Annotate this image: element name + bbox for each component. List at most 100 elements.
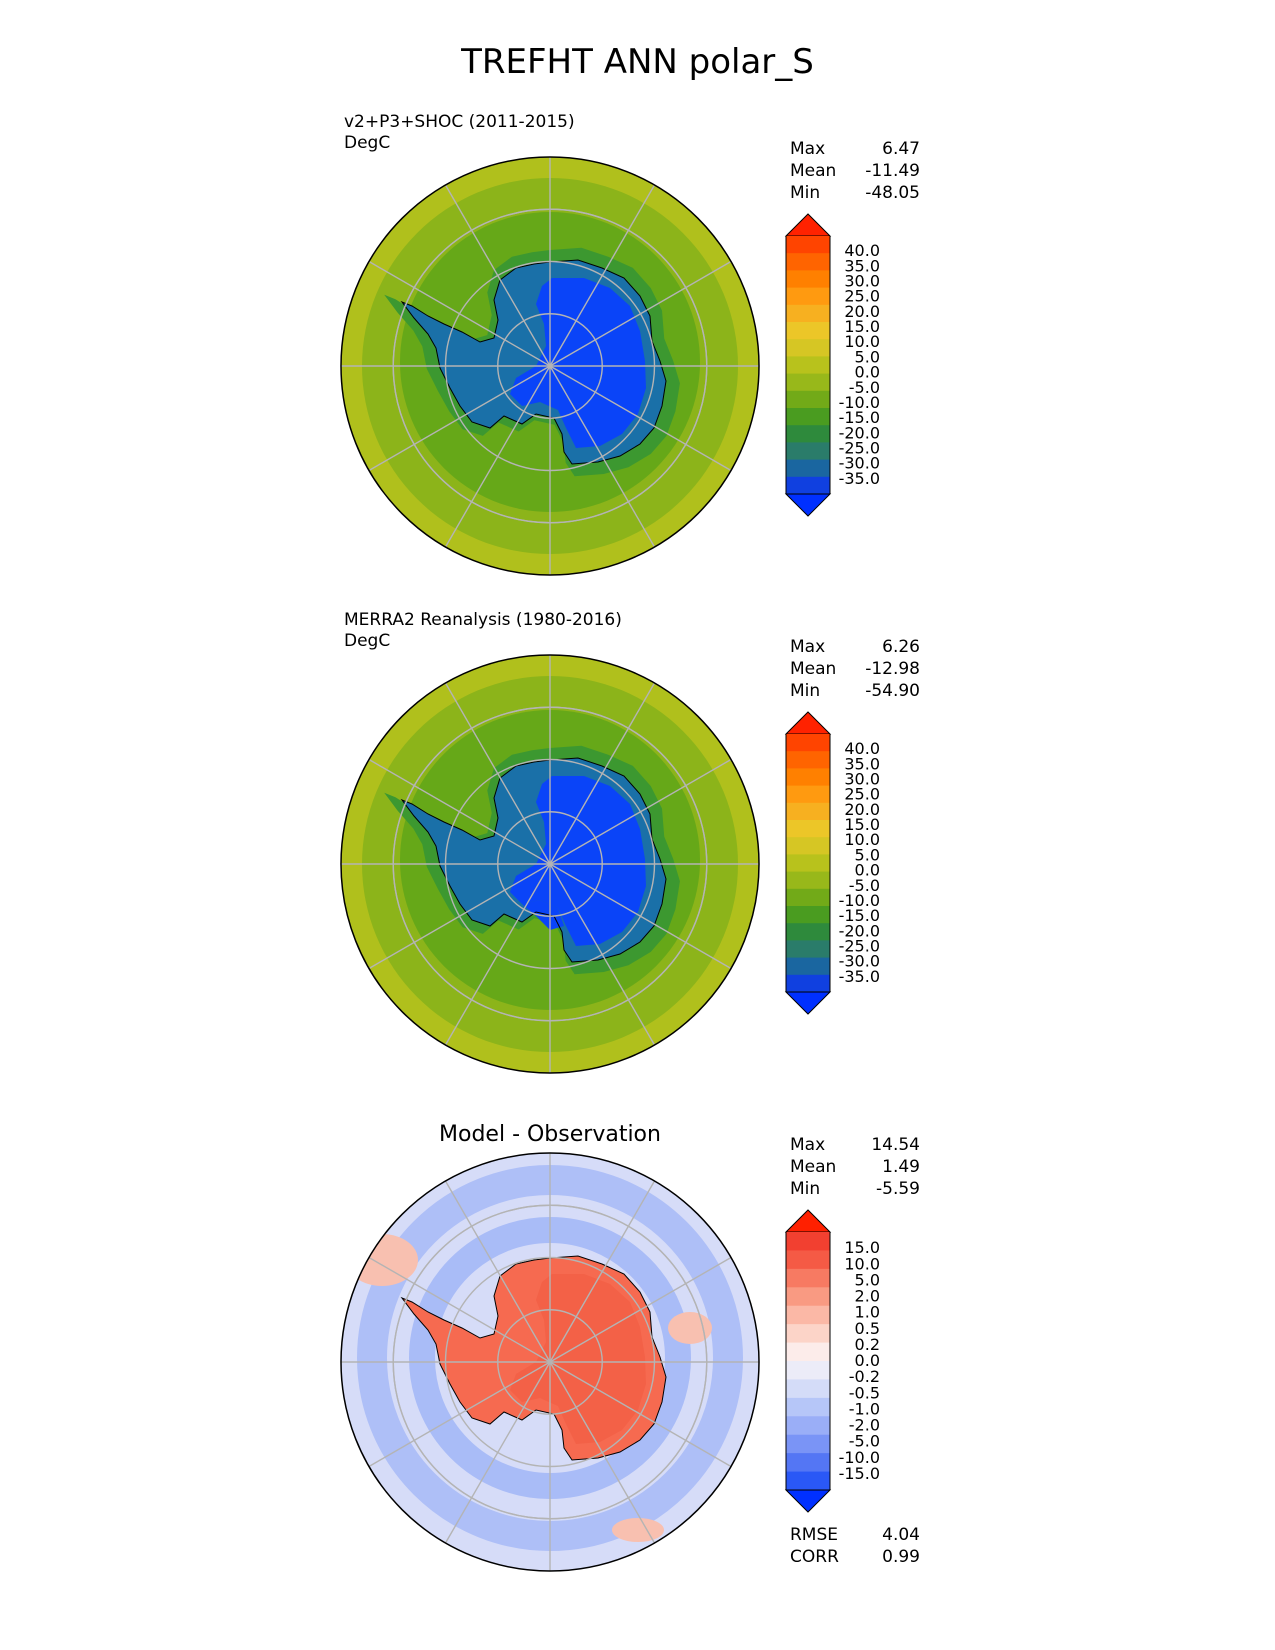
meridian-line	[368, 863, 551, 970]
colorbar-tick-label: 2.0	[855, 1287, 880, 1306]
colorbar-tick-label: -15.0	[839, 408, 880, 427]
colorbar-tick-label: 20.0	[844, 800, 880, 819]
test-panel-title: v2+P3+SHOC (2011-2015) DegC	[344, 112, 575, 154]
colorbar-tick-label: 10.0	[844, 1254, 880, 1273]
colorbar-tick-label: -10.0	[839, 891, 880, 910]
colorbar-tick-label: 10.0	[844, 332, 880, 351]
meridian-line	[444, 682, 551, 865]
colorbar-bin	[786, 1305, 830, 1325]
colorbar-bin	[786, 957, 830, 976]
graticule	[341, 655, 759, 1073]
diff-polar-map	[340, 1152, 760, 1572]
colorbar-tick-label: 0.5	[855, 1319, 880, 1338]
meridian-line	[368, 1361, 551, 1468]
test-polar-map	[340, 156, 760, 576]
ref-units: DegC	[344, 631, 391, 651]
ref-name-line: MERRA2 Reanalysis (1980-2016)	[344, 610, 622, 630]
stat-max: Max 14.54	[790, 1135, 920, 1155]
colorbar-tick-label: 1.0	[855, 1303, 880, 1322]
colorbar-bin	[786, 1232, 830, 1252]
colorbar-tick-label: -5.0	[849, 876, 880, 895]
colorbar-bin	[786, 974, 830, 993]
colorbar-tick-label: 35.0	[844, 256, 880, 275]
colorbar-tick-label: -10.0	[839, 393, 880, 412]
colorbar-extend-min	[784, 1489, 832, 1513]
colorbar-tick-label: 10.0	[844, 830, 880, 849]
stat-min: Min -48.05	[790, 183, 920, 203]
colorbar-bin	[786, 1361, 830, 1381]
meridian-line	[444, 1180, 551, 1363]
ref-polar-map	[340, 654, 760, 1074]
stat-max: Max 6.47	[790, 139, 920, 159]
colorbar-bin	[786, 339, 830, 357]
test-units: DegC	[344, 133, 391, 153]
colorbar-bin	[786, 373, 830, 392]
test-name-line: v2+P3+SHOC (2011-2015)	[344, 112, 575, 132]
colorbar-tick-label: -10.0	[839, 1448, 880, 1467]
colorbar-bin	[786, 322, 830, 340]
colorbar-tick-label: -5.0	[849, 378, 880, 397]
meridian-line	[368, 260, 551, 367]
map-boundary	[340, 156, 760, 576]
diff-colorbar: 15.010.05.02.01.00.50.20.0-0.2-0.5-1.0-2…	[784, 1209, 880, 1513]
colorbar-tick-label: 40.0	[844, 241, 880, 260]
ref-colorbar: 40.035.030.025.020.015.010.05.00.0-5.0-1…	[784, 711, 880, 1015]
colorbar-extend-max	[784, 213, 832, 237]
colorbar-tick-label: -35.0	[839, 967, 880, 986]
colorbar-bin	[786, 1250, 830, 1270]
colorbar-bin	[786, 1434, 830, 1454]
colorbar-bin	[786, 802, 830, 821]
colorbar-extend-max	[784, 1209, 832, 1233]
colorbar-tick-label: -15.0	[839, 1464, 880, 1483]
stat-mean: Mean -11.49	[790, 161, 920, 181]
colorbar-bin	[786, 888, 830, 907]
colorbar-tick-label: -5.0	[849, 1432, 880, 1451]
coastline	[400, 757, 667, 963]
colorbar-bin	[786, 1342, 830, 1362]
diff-stats: Max 14.54 Mean 1.49 Min -5.59	[790, 1134, 920, 1200]
colorbar-bin	[786, 442, 830, 461]
colorbar-tick-label: 20.0	[844, 302, 880, 321]
ref-panel-title: MERRA2 Reanalysis (1980-2016) DegC	[344, 610, 622, 652]
colorbar-tick-label: -35.0	[839, 469, 880, 488]
colorbar-bin	[786, 425, 830, 443]
colorbar-bin	[786, 820, 830, 838]
colorbar-tick-label: 30.0	[844, 272, 880, 291]
colorbar-tick-label: 0.0	[855, 861, 880, 880]
colorbar-tick-label: 0.0	[855, 363, 880, 382]
colorbar-bin	[786, 356, 830, 375]
test-stats: Max 6.47 Mean -11.49 Min -48.05	[790, 138, 920, 204]
colorbar-tick-label: 15.0	[844, 317, 880, 336]
map-boundary	[340, 1152, 760, 1572]
stat-max: Max 6.26	[790, 637, 920, 657]
colorbar-bin	[786, 871, 830, 890]
colorbar-bin	[786, 1268, 830, 1288]
colorbar-bin	[786, 837, 830, 855]
colorbar-extend-min	[784, 493, 832, 517]
colorbar-bin	[786, 390, 830, 409]
colorbar-tick-label: -1.0	[849, 1399, 880, 1418]
colorbar-extend-min	[784, 991, 832, 1015]
colorbar-tick-label: -0.5	[849, 1383, 880, 1402]
colorbar-tick-label: 5.0	[855, 347, 880, 366]
meridian-line	[444, 1361, 551, 1544]
colorbar-tick-label: 5.0	[855, 1270, 880, 1289]
colorbar-bin	[786, 940, 830, 959]
map-boundary	[340, 654, 760, 1074]
meridian-line	[549, 1180, 656, 1363]
colorbar-bin	[786, 785, 830, 804]
meridian-line	[444, 184, 551, 367]
colorbar-bin	[786, 459, 830, 478]
colorbar-extend-max	[784, 711, 832, 735]
colorbar-tick-label: 25.0	[844, 785, 880, 804]
meridian-line	[444, 863, 551, 1046]
colorbar-bin	[786, 906, 830, 924]
colorbar-tick-label: 15.0	[844, 815, 880, 834]
colorbar-tick-label: 15.0	[844, 1238, 880, 1257]
colorbar-bin	[786, 768, 830, 787]
meridian-line	[549, 863, 732, 970]
meridian-line	[549, 1361, 732, 1468]
colorbar-tick-label: -20.0	[839, 921, 880, 940]
colorbar-tick-label: 35.0	[844, 754, 880, 773]
colorbar-bin	[786, 923, 830, 941]
